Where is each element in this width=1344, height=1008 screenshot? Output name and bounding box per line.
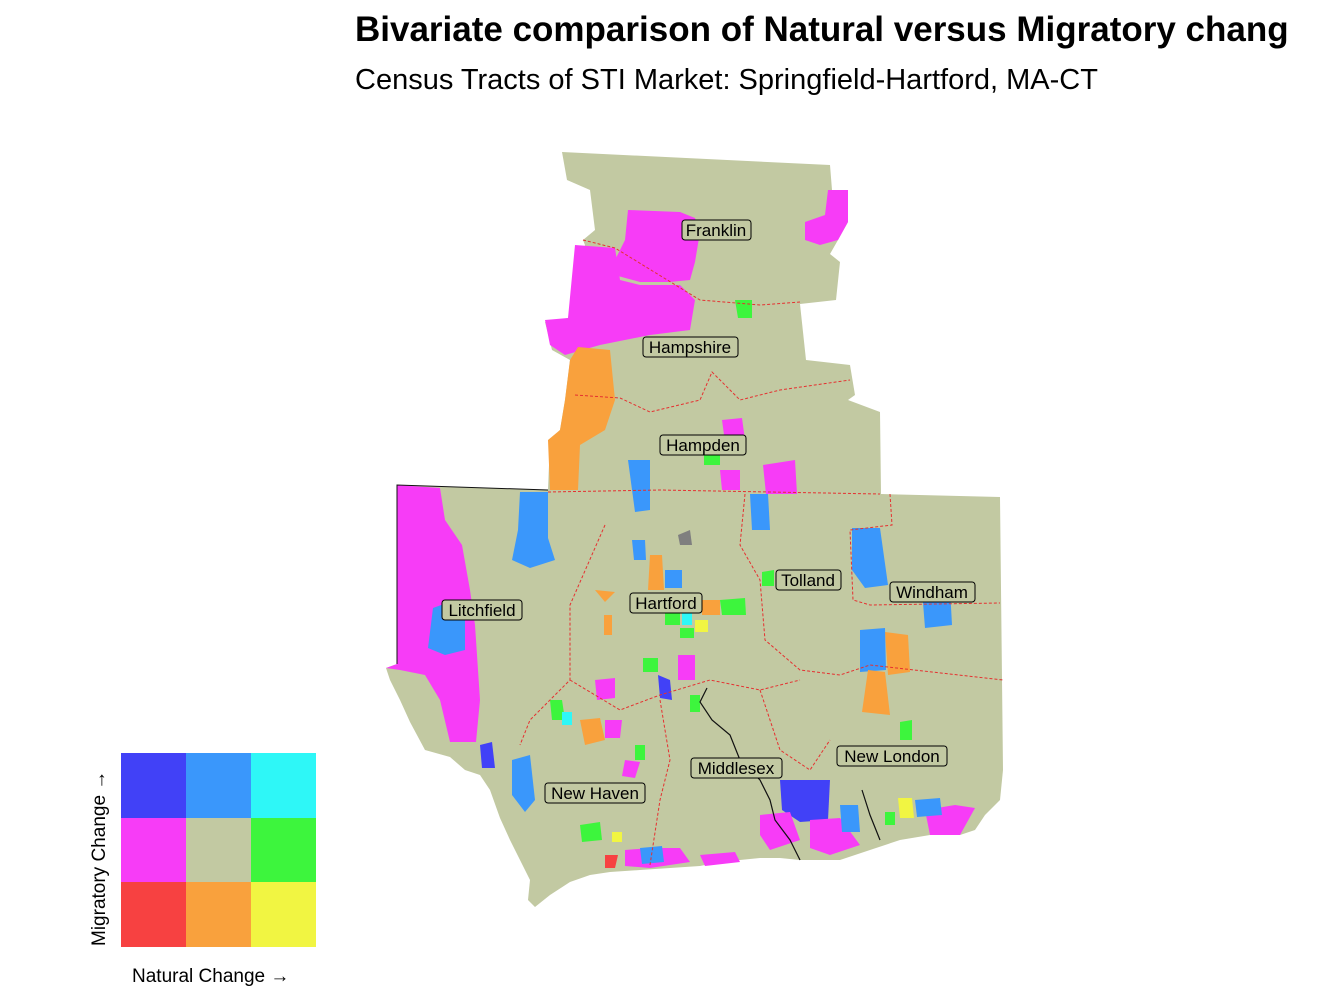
tract-both-north-litch — [512, 492, 555, 568]
svg-text:Hampshire: Hampshire — [649, 338, 731, 357]
county-borders — [519, 239, 1004, 866]
tract-hartford-magenta2 — [678, 655, 695, 680]
tract-coast-blue2 — [915, 798, 942, 817]
tract-hampden-blue — [628, 460, 650, 512]
tract-hartford-blue — [750, 494, 770, 530]
county-label-new-haven: New Haven — [544, 782, 646, 804]
tract-hartford-blue2 — [632, 540, 646, 560]
tract-nh-magenta — [622, 760, 640, 778]
legend-cell-0-1 — [186, 753, 251, 818]
tract-nl-orange2 — [862, 670, 890, 715]
legend-cell-2-1 — [186, 882, 251, 948]
tract-red-coast — [605, 855, 618, 868]
tract-hartford-magenta — [595, 678, 615, 700]
county-labels: Franklin Hampshire Hampden Litchfield Ha… — [441, 219, 976, 804]
legend-y-label: Migratory Change → — [89, 770, 110, 946]
region-base — [386, 152, 1003, 907]
tract-coast-blue — [840, 805, 860, 832]
svg-text:Hampden: Hampden — [666, 436, 740, 455]
county-label-hartford: Hartford — [629, 592, 703, 614]
county-label-franklin: Franklin — [681, 219, 752, 241]
tract-coast-yellow — [898, 798, 914, 818]
legend-cell-0-0 — [121, 753, 186, 818]
tract-hartford-orange3 — [604, 615, 612, 635]
county-label-windham: Windham — [889, 581, 976, 603]
county-label-new-london: New London — [836, 745, 948, 767]
svg-text:New Haven: New Haven — [551, 784, 639, 803]
urban-tracts — [550, 300, 912, 842]
tract-migratory-franklin — [615, 210, 700, 282]
tract-nh-navy — [480, 742, 495, 768]
svg-text:New London: New London — [844, 747, 939, 766]
tract-nl-blue — [860, 628, 886, 672]
tract-coast-magenta2 — [810, 818, 860, 855]
tract-hampden-magenta — [763, 460, 797, 494]
legend-cell-2-0 — [121, 882, 186, 948]
bivariate-legend — [121, 753, 316, 948]
state-border — [396, 484, 549, 664]
county-label-litchfield: Litchfield — [441, 599, 523, 621]
legend-x-label: Natural Change → — [132, 966, 290, 987]
county-label-hampden: Hampden — [659, 434, 747, 456]
legend-cell-1-0 — [121, 817, 186, 883]
svg-text:Tolland: Tolland — [781, 571, 835, 590]
tract-migratory-ne-franklin — [805, 190, 848, 245]
county-label-tolland: Tolland — [775, 569, 842, 591]
county-label-hampshire: Hampshire — [642, 336, 739, 358]
svg-text:Windham: Windham — [896, 583, 968, 602]
tract-hartford-navy — [658, 675, 672, 700]
tract-hartford-orange2 — [595, 590, 615, 602]
legend-cell-1-2 — [251, 817, 316, 883]
tract-natural-west — [548, 347, 615, 490]
tract-hartford-blue3 — [665, 570, 682, 588]
tract-middlesex-navy — [780, 780, 830, 822]
tract-windham-blue — [852, 528, 888, 588]
legend-cell-1-1 — [186, 817, 251, 883]
tract-hartford-orange — [648, 555, 664, 590]
tract-hartford-orange5 — [580, 718, 605, 745]
tract-migratory-nw — [545, 245, 695, 355]
svg-text:Franklin: Franklin — [686, 221, 746, 240]
tract-patches — [386, 190, 975, 868]
tract-nl-orange — [885, 632, 910, 675]
map-subtitle: Census Tracts of STI Market: Springfield… — [355, 64, 1098, 96]
tract-hampden-magenta3 — [720, 470, 740, 490]
tract-nh-blue — [512, 755, 535, 812]
tract-hartford-magenta3 — [605, 720, 622, 738]
tract-hartford-orange4 — [702, 600, 720, 615]
legend-cell-0-2 — [251, 753, 316, 818]
svg-text:Middlesex: Middlesex — [698, 759, 775, 778]
tract-nh-coast-magenta2 — [700, 852, 740, 866]
svg-text:Hartford: Hartford — [635, 594, 696, 613]
map-title: Bivariate comparison of Natural versus M… — [355, 10, 1289, 49]
legend-cell-2-2 — [251, 882, 316, 948]
county-label-middlesex: Middlesex — [690, 757, 783, 779]
tract-missing — [678, 530, 692, 545]
svg-text:Litchfield: Litchfield — [448, 601, 515, 620]
